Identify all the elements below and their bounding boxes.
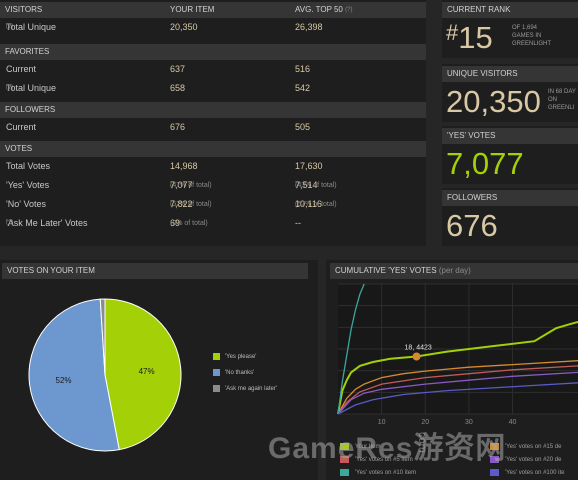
table-row: Total Votes 14,968 17,630 [6,161,323,171]
watermark: GameRes游资网 [268,432,507,465]
table-row: 'Yes' Votes 7,077 (47% of total) 7,514 (… [6,180,337,190]
visitors-header: VISITORS YOUR ITEM AVG. TOP 50 (?) [0,2,426,18]
legend-100: 'Yes' votes on #100 ite [490,469,564,476]
table-row: 'No' Votes 7,822 (52% of total) 10,116 (… [6,199,337,209]
table-row: Current 676 505 [6,122,311,132]
watermark-side: com [416,432,428,453]
table-row: 'Ask Me Later' Votes (?) 69 (0% of total… [0,214,426,233]
legend-swatch [213,353,220,360]
rank-panel: CURRENT RANK #15 OF 1,694 GAMES IN GREENLI… [442,0,578,58]
followers-value: 676 [446,208,498,243]
favorites-header: FAVORITES [0,44,426,60]
followers-summary-header: FOLLOWERS [442,190,578,206]
unique-visitors-panel: UNIQUE VISITORS 20,350 IN 68 DAY ON GREENL… [442,64,578,122]
col-avg-top50: AVG. TOP 50 (?) [295,5,353,14]
table-row: Current 637 516 [6,64,311,74]
legend-swatch [213,385,220,392]
help-icon[interactable]: (?) [6,85,14,91]
legend-later: 'Ask me again later' [213,385,277,392]
legend-20: 'Yes' votes on #20 de [490,456,561,463]
yes-votes-value: 7,077 [446,146,524,181]
yes-votes-panel: 'YES' VOTES 7,077 [442,126,578,184]
followers-header: FOLLOWERS [0,102,426,118]
stats-table: VISITORS YOUR ITEM AVG. TOP 50 (?) Total… [0,0,426,246]
legend-5: 'Yes' votes on #5 item [340,456,413,463]
unique-visitors-value: 20,350 [446,84,541,119]
line-header: CUMULATIVE 'YES' VOTES (per day) [330,263,578,279]
legend-15: 'Yes' votes on #15 de [490,443,561,450]
table-row: Total Unique (?) 20,350 26,398 [0,18,426,37]
table-row: Total Unique (?) 658 542 [0,79,426,98]
help-icon[interactable]: (?) [6,24,14,30]
help-icon[interactable]: (?) [6,220,14,226]
legend-no: 'No thanks' [213,369,254,376]
yes-votes-header: 'YES' VOTES [442,128,578,144]
legend-10: 'Yes' votes on #10 item [340,469,416,476]
rank-value: #15 [446,20,493,55]
votes-header: VOTES [0,141,426,157]
legend-your-item: Your Item [340,443,380,450]
pie-header: VOTES ON YOUR ITEM [2,263,308,279]
col-your-item: YOUR ITEM [170,5,215,14]
legend-yes: 'Yes please' [213,353,256,360]
unique-visitors-header: UNIQUE VISITORS [442,66,578,82]
rank-header: CURRENT RANK [442,2,578,18]
followers-panel: FOLLOWERS 676 [442,188,578,246]
legend-swatch [213,369,220,376]
